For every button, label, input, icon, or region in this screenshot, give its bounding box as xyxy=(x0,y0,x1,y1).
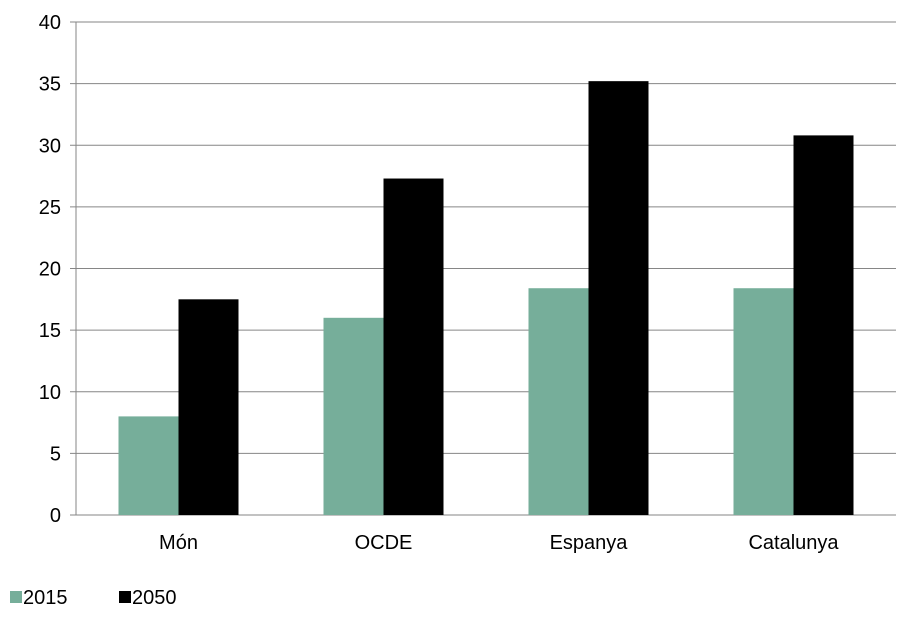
y-tick-labels: 0 5 10 15 20 25 30 35 40 xyxy=(39,12,61,527)
y-tick-label: 5 xyxy=(50,443,61,465)
y-tick-label: 35 xyxy=(39,74,61,96)
x-tick-labels: Món OCDE Espanya Catalunya xyxy=(159,532,839,554)
y-tick-label: 30 xyxy=(39,135,61,157)
y-tick-label: 25 xyxy=(39,197,61,219)
bar-2015-3 xyxy=(733,288,794,515)
legend: 2015 2050 xyxy=(10,587,177,609)
x-tick-label: Catalunya xyxy=(748,532,839,554)
bar-2015-0 xyxy=(118,416,179,515)
legend-swatch-2015 xyxy=(10,591,22,603)
y-tick-label: 0 xyxy=(50,505,61,527)
bar-2050-2 xyxy=(588,81,649,515)
y-tick-label: 20 xyxy=(39,259,61,281)
x-tick-label: Món xyxy=(159,532,198,554)
x-tick-label: Espanya xyxy=(550,532,629,554)
legend-label-2050: 2050 xyxy=(132,587,177,609)
y-tick-label: 40 xyxy=(39,12,61,34)
bar-2015-1 xyxy=(323,317,384,515)
bar-2015-2 xyxy=(528,288,589,515)
legend-label-2015: 2015 xyxy=(23,587,68,609)
bars xyxy=(118,81,854,515)
y-tick-label: 15 xyxy=(39,320,61,342)
legend-swatch-2050 xyxy=(119,591,131,603)
bar-2050-1 xyxy=(383,178,444,515)
bar-2050-0 xyxy=(178,299,239,515)
x-tick-label: OCDE xyxy=(355,532,413,554)
y-tick-label: 10 xyxy=(39,382,61,404)
bar-2050-3 xyxy=(793,135,854,515)
